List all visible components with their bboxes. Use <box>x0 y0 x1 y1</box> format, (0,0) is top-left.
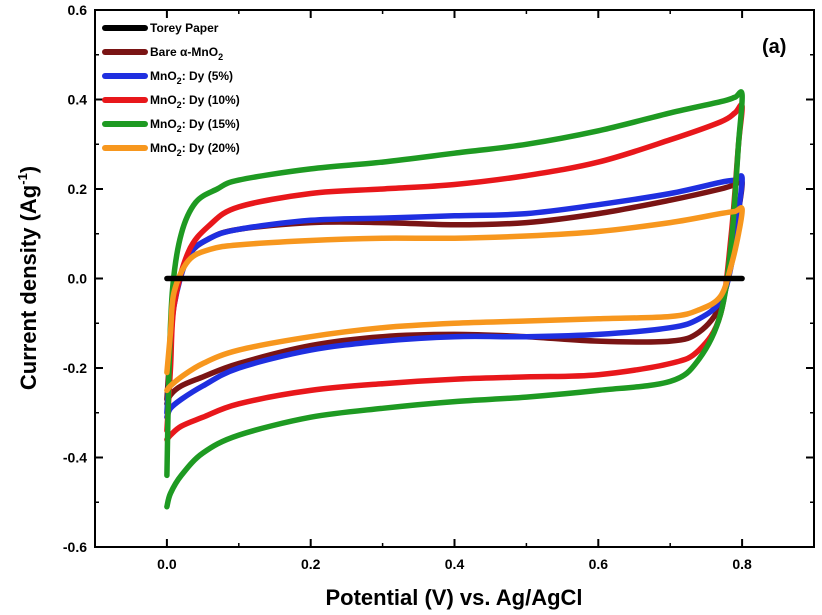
x-axis-title: Potential (V) vs. Ag/AgCl <box>325 585 582 610</box>
legend-label: MnO2: Dy (10%) <box>150 93 240 110</box>
y-tick-label: 0.4 <box>68 92 88 108</box>
y-tick-label: 0.6 <box>68 2 88 18</box>
axis-ticks: 0.0 0.2 0.4 0.6 0.8 -0.6 -0.4 -0.2 0.0 0.2 0.4 0.6 <box>63 2 814 572</box>
series-line <box>164 89 745 510</box>
legend-label: MnO2: Dy (20%) <box>150 141 240 158</box>
legend-label: Torey Paper <box>150 21 219 35</box>
y-axis-title-sup: -1 <box>15 173 30 185</box>
legend-label: Bare α-MnO2 <box>150 45 223 62</box>
y-axis-title-main: Current density (Ag <box>16 185 41 390</box>
y-axis-title-close: ) <box>16 166 41 173</box>
y-tick-label: -0.4 <box>63 450 87 466</box>
x-tick-label: 0.0 <box>157 556 177 572</box>
y-tick-label: 0.0 <box>68 271 88 287</box>
x-tick-label: 0.4 <box>445 556 465 572</box>
y-axis-title: Current density (Ag-1) <box>15 166 41 390</box>
y-tick-label: -0.2 <box>63 360 87 376</box>
legend: Torey Paper Bare α-MnO2 MnO2: Dy (5%) MnO2:… <box>102 21 240 158</box>
legend-label: MnO2: Dy (5%) <box>150 69 233 86</box>
series-line <box>164 205 745 394</box>
x-tick-label: 0.2 <box>301 556 321 572</box>
y-tick-label: 0.2 <box>68 181 88 197</box>
series-line <box>164 173 745 420</box>
y-tick-label: -0.6 <box>63 539 87 555</box>
series-layer <box>164 89 745 510</box>
x-tick-label: 0.8 <box>732 556 752 572</box>
x-tick-label: 0.6 <box>589 556 609 572</box>
panel-label: (a) <box>762 36 786 58</box>
legend-label: MnO2: Dy (15%) <box>150 117 240 134</box>
